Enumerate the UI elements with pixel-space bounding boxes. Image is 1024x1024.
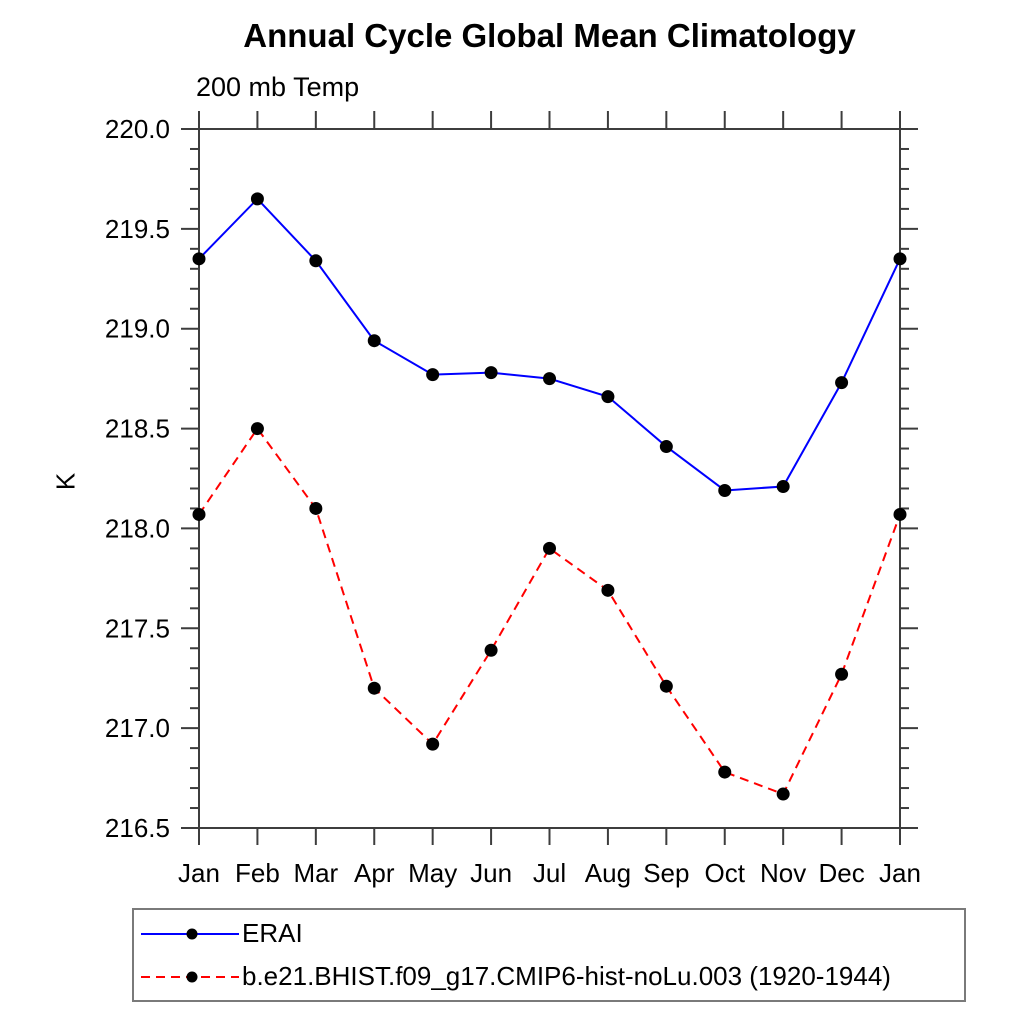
data-point [426, 368, 440, 382]
y-tick-label: 218.0 [105, 513, 170, 543]
x-tick-label: Jan [178, 858, 220, 888]
data-point [543, 541, 556, 555]
legend-marker-model [186, 971, 198, 982]
data-point [659, 440, 673, 454]
data-point [192, 507, 206, 521]
y-tick-label: 217.5 [105, 613, 170, 643]
x-tick-label: Mar [293, 858, 338, 888]
y-tick-label: 220.0 [105, 114, 170, 144]
data-point [543, 372, 556, 386]
data-point [367, 681, 381, 695]
data-point [601, 390, 615, 404]
data-point [893, 252, 907, 266]
legend-marker-erai [186, 928, 198, 939]
legend-item-erai: ERAI [138, 912, 964, 955]
plot-frame [198, 128, 901, 829]
data-point [718, 483, 732, 497]
x-tick-label: Jul [533, 858, 566, 888]
y-tick-label: 219.5 [105, 214, 170, 244]
data-point [309, 254, 323, 268]
data-point [718, 765, 732, 779]
x-tick-label: Sep [643, 858, 689, 888]
x-tick-label: Oct [705, 858, 746, 888]
data-point [776, 479, 790, 493]
series-markers-0 [192, 192, 907, 497]
data-point [776, 787, 790, 801]
legend-line-sample-erai [141, 928, 239, 939]
x-tick-label: Jan [879, 858, 921, 888]
data-point [250, 422, 264, 436]
data-point [484, 366, 498, 380]
data-point [659, 679, 673, 693]
x-tick-label: Aug [585, 858, 631, 888]
legend-item-model: b.e21.BHIST.f09_g17.CMIP6-hist-noLu.003 … [138, 955, 964, 998]
y-tick-label: 218.5 [105, 414, 170, 444]
legend-line-sample-model [141, 971, 239, 982]
data-point [309, 501, 323, 515]
x-tick-label: Dec [818, 858, 864, 888]
y-tick-label: 219.0 [105, 314, 170, 344]
series-line-1 [198, 426, 901, 796]
data-point [426, 737, 440, 751]
data-point [192, 252, 206, 266]
data-point [250, 192, 264, 206]
x-tick-label: Apr [354, 858, 395, 888]
x-tick-label: Feb [235, 858, 280, 888]
x-axis-ticks [198, 111, 901, 845]
legend-label-erai: ERAI [242, 918, 303, 948]
chart-subtitle: 200 mb Temp [196, 72, 360, 102]
series-line-0 [198, 197, 901, 492]
legend-box: ERAI b.e21.BHIST.f09_g17.CMIP6-hist-noLu… [132, 908, 966, 1002]
data-point [601, 583, 615, 597]
x-tick-label: May [408, 858, 457, 888]
y-axis-tick-labels: 216.5 217.0 217.5 218.0 218.5 219.0 219.5 220.0 [105, 114, 170, 843]
legend-label-model: b.e21.BHIST.f09_g17.CMIP6-hist-noLu.003 … [242, 961, 891, 991]
x-axis-tick-labels: Jan Feb Mar Apr May Jun Jul Aug Sep Oct Nov Dec Jan [178, 858, 921, 888]
data-point [367, 334, 381, 348]
data-point [835, 667, 849, 681]
data-point [893, 507, 907, 521]
data-point [835, 376, 849, 390]
y-tick-label: 217.0 [105, 713, 170, 743]
chart-title: Annual Cycle Global Mean Climatology [243, 17, 856, 54]
series-markers-1 [192, 422, 907, 801]
x-tick-label: Jun [470, 858, 512, 888]
data-point [484, 643, 498, 657]
y-tick-label: 216.5 [105, 813, 170, 843]
x-tick-label: Nov [760, 858, 806, 888]
